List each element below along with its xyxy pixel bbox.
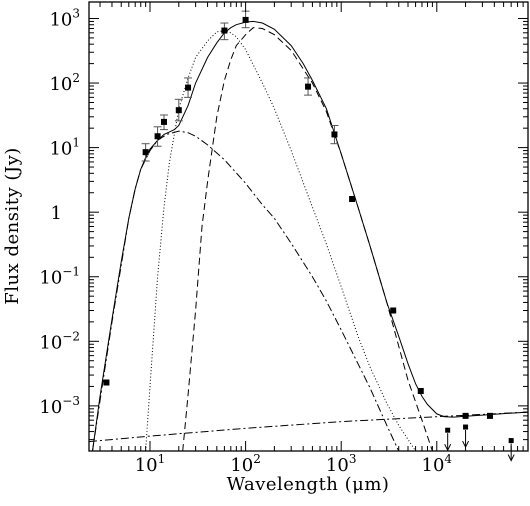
data-point-8 [242, 16, 249, 23]
data-point-6 [185, 84, 192, 91]
data-point-9 [305, 83, 312, 90]
x-axis-label: Wavelength (μm) [227, 474, 390, 495]
data-point-5 [175, 107, 182, 114]
data-point-4 [160, 118, 167, 125]
upper-limit-arrowhead-1 [444, 443, 452, 452]
x-tick-label: 102 [230, 452, 261, 476]
data-point-14 [462, 412, 469, 419]
upper-limits [444, 424, 515, 462]
data-point-12 [390, 307, 397, 314]
data-points [103, 16, 493, 419]
y-tick-label: 10−2 [39, 329, 80, 353]
y-tick-label: 102 [49, 71, 80, 95]
axis-ticks [89, 2, 529, 452]
model-curve-dashdot-5 [88, 411, 529, 443]
y-axis-label: Flux density (Jy) [2, 147, 23, 305]
upper-limit-point-2 [463, 424, 469, 430]
data-point-3 [154, 133, 161, 140]
x-tick-label: 103 [326, 452, 357, 476]
x-tick-label: 104 [422, 452, 453, 476]
data-point-10 [331, 131, 338, 138]
y-tick-label: 10−3 [39, 394, 80, 418]
model-curve-dashdot-4 [92, 130, 400, 452]
data-point-2 [142, 149, 149, 156]
model-curve-dashed-2 [182, 27, 433, 452]
x-tick-label: 101 [135, 452, 166, 476]
upper-limit-point-1 [445, 427, 451, 433]
tick-labels: 101 102 103 104 103 102 101 1 10−1 10−2 10−3 [39, 6, 452, 476]
y-tick-label: 1 [51, 203, 62, 224]
model-curve-dotted-3 [145, 30, 417, 452]
data-point-11 [349, 195, 356, 202]
data-point-1 [103, 379, 110, 386]
data-point-7 [221, 27, 228, 34]
y-tick-label: 10−1 [39, 265, 80, 289]
data-point-13 [417, 387, 424, 394]
plot-frame [88, 1, 529, 452]
data-point-15 [486, 412, 493, 419]
y-tick-label: 101 [49, 136, 80, 160]
upper-limit-arrowhead-3 [507, 454, 515, 462]
upper-limit-point-3 [508, 438, 514, 444]
y-tick-label: 103 [49, 6, 80, 30]
